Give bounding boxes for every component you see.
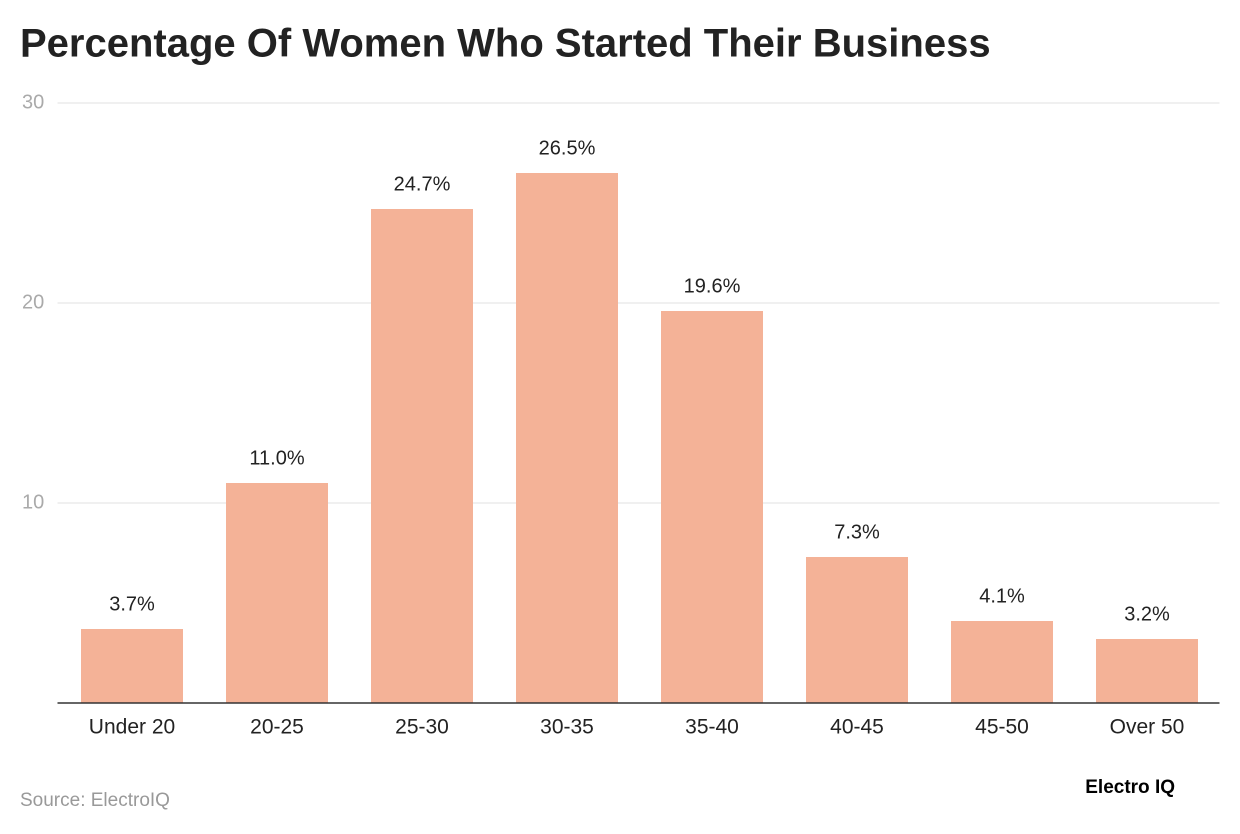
x-tick-label: Under 20 [89, 716, 175, 739]
x-tick-label: Over 50 [1110, 716, 1185, 739]
bar [806, 557, 908, 703]
bar [1096, 639, 1198, 703]
source: Source: ElectroIQ [20, 790, 170, 811]
x-tick-label: 20-25 [250, 716, 304, 739]
bar [951, 621, 1053, 703]
value-label: 11.0% [249, 447, 304, 469]
y-tick-label: 10 [22, 491, 44, 513]
x-tick-label: 45-50 [975, 716, 1029, 739]
value-label: 24.7% [394, 173, 451, 195]
x-tick-label: 35-40 [685, 716, 739, 739]
logo: Electro IQ [1085, 777, 1175, 798]
value-label: 19.6% [684, 275, 741, 297]
bar [226, 483, 328, 703]
y-tick-label: 20 [22, 291, 44, 313]
value-label: 7.3% [834, 521, 880, 543]
y-tick-label: 30 [22, 91, 44, 113]
x-tick-label: 25-30 [395, 716, 449, 739]
bar [81, 629, 183, 703]
bar [516, 173, 618, 703]
chart-title: Percentage Of Women Who Started Their Bu… [20, 22, 991, 66]
bar [661, 311, 763, 703]
value-label: 3.2% [1124, 603, 1170, 625]
bar [371, 209, 473, 703]
x-tick-label: 40-45 [830, 716, 884, 739]
value-label: 4.1% [979, 585, 1025, 607]
value-label: 26.5% [539, 137, 596, 159]
value-label: 3.7% [109, 593, 155, 615]
x-tick-label: 30-35 [540, 716, 594, 739]
